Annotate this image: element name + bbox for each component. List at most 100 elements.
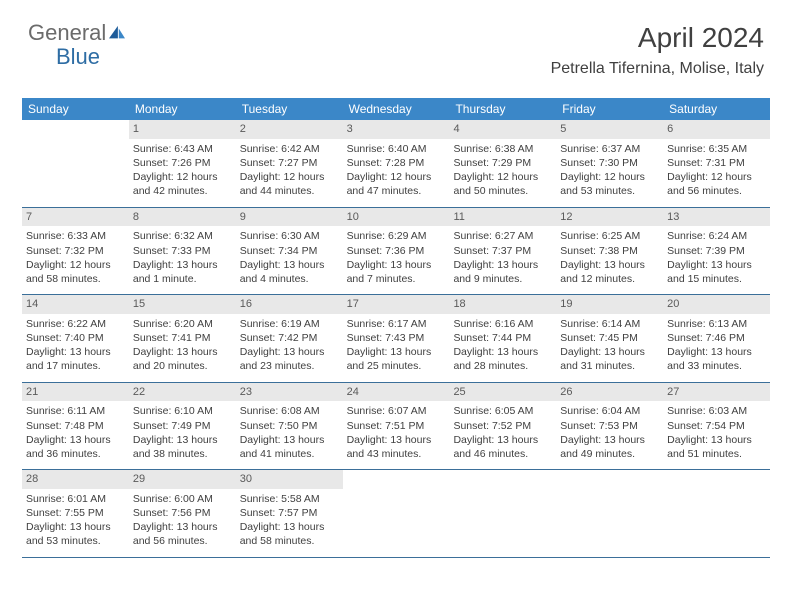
sunset-text: Sunset: 7:54 PM — [667, 419, 766, 433]
week-row: 14Sunrise: 6:22 AMSunset: 7:40 PMDayligh… — [22, 295, 770, 383]
day-number: 28 — [22, 470, 129, 489]
sunrise-text: Sunrise: 6:25 AM — [560, 229, 659, 243]
daylight-text: Daylight: 12 hours and 47 minutes. — [347, 170, 446, 198]
sunrise-text: Sunrise: 5:58 AM — [240, 492, 339, 506]
sunset-text: Sunset: 7:56 PM — [133, 506, 232, 520]
week-row: 28 Sunrise: 6:01 AMSunset: 7:55 PMDayligh… — [22, 470, 770, 558]
weekday-header: Sunday — [22, 98, 129, 120]
sunset-text: Sunset: 7:40 PM — [26, 331, 125, 345]
week-row: 21Sunrise: 6:11 AMSunset: 7:48 PMDayligh… — [22, 383, 770, 471]
sunrise-text: Sunrise: 6:27 AM — [453, 229, 552, 243]
daylight-text: Daylight: 13 hours and 36 minutes. — [26, 433, 125, 461]
day-number: 6 — [663, 120, 770, 139]
week-row: 7Sunrise: 6:33 AMSunset: 7:32 PMDaylight… — [22, 208, 770, 296]
day-number: 11 — [449, 208, 556, 227]
sunrise-text: Sunrise: 6:30 AM — [240, 229, 339, 243]
sunrise-text: Sunrise: 6:24 AM — [667, 229, 766, 243]
day-cell: 18Sunrise: 6:16 AMSunset: 7:44 PMDayligh… — [449, 295, 556, 382]
day-cell: 29Sunrise: 6:00 AMSunset: 7:56 PMDayligh… — [129, 470, 236, 557]
day-cell: 15Sunrise: 6:20 AMSunset: 7:41 PMDayligh… — [129, 295, 236, 382]
sunset-text: Sunset: 7:28 PM — [347, 156, 446, 170]
day-cell: 9Sunrise: 6:30 AMSunset: 7:34 PMDaylight… — [236, 208, 343, 295]
weekday-header: Wednesday — [343, 98, 450, 120]
sunrise-text: Sunrise: 6:29 AM — [347, 229, 446, 243]
weekday-header: Tuesday — [236, 98, 343, 120]
day-number: 17 — [343, 295, 450, 314]
daylight-text: Daylight: 13 hours and 33 minutes. — [667, 345, 766, 373]
sunset-text: Sunset: 7:29 PM — [453, 156, 552, 170]
day-number: 30 — [236, 470, 343, 489]
sunset-text: Sunset: 7:50 PM — [240, 419, 339, 433]
daylight-text: Daylight: 13 hours and 7 minutes. — [347, 258, 446, 286]
day-cell: 10Sunrise: 6:29 AMSunset: 7:36 PMDayligh… — [343, 208, 450, 295]
sunset-text: Sunset: 7:32 PM — [26, 244, 125, 258]
weeks-container: 1Sunrise: 6:43 AMSunset: 7:26 PMDaylight… — [22, 120, 770, 558]
daylight-text: Daylight: 13 hours and 51 minutes. — [667, 433, 766, 461]
daylight-text: Daylight: 13 hours and 38 minutes. — [133, 433, 232, 461]
day-cell: 5Sunrise: 6:37 AMSunset: 7:30 PMDaylight… — [556, 120, 663, 207]
logo-sail-icon — [108, 25, 126, 41]
sunrise-text: Sunrise: 6:22 AM — [26, 317, 125, 331]
day-number: 27 — [663, 383, 770, 402]
daylight-text: Daylight: 13 hours and 28 minutes. — [453, 345, 552, 373]
day-number: 7 — [22, 208, 129, 227]
day-cell: 28 Sunrise: 6:01 AMSunset: 7:55 PMDayligh… — [22, 470, 129, 557]
weekday-header: Saturday — [663, 98, 770, 120]
day-cell: 16Sunrise: 6:19 AMSunset: 7:42 PMDayligh… — [236, 295, 343, 382]
sunrise-text: Sunrise: 6:11 AM — [26, 404, 125, 418]
day-cell: 14Sunrise: 6:22 AMSunset: 7:40 PMDayligh… — [22, 295, 129, 382]
day-cell: 22Sunrise: 6:10 AMSunset: 7:49 PMDayligh… — [129, 383, 236, 470]
daylight-text: Daylight: 13 hours and 43 minutes. — [347, 433, 446, 461]
sunset-text: Sunset: 7:36 PM — [347, 244, 446, 258]
day-cell: 25Sunrise: 6:05 AMSunset: 7:52 PMDayligh… — [449, 383, 556, 470]
logo-text-blue: Blue — [56, 44, 100, 70]
day-cell: 23Sunrise: 6:08 AMSunset: 7:50 PMDayligh… — [236, 383, 343, 470]
day-cell — [663, 470, 770, 557]
day-cell: 17Sunrise: 6:17 AMSunset: 7:43 PMDayligh… — [343, 295, 450, 382]
sunrise-text: Sunrise: 6:14 AM — [560, 317, 659, 331]
weekday-header: Thursday — [449, 98, 556, 120]
day-number: 24 — [343, 383, 450, 402]
sunset-text: Sunset: 7:26 PM — [133, 156, 232, 170]
sunrise-text: Sunrise: 6:33 AM — [26, 229, 125, 243]
day-cell: 11Sunrise: 6:27 AMSunset: 7:37 PMDayligh… — [449, 208, 556, 295]
sunset-text: Sunset: 7:34 PM — [240, 244, 339, 258]
day-cell: 13Sunrise: 6:24 AMSunset: 7:39 PMDayligh… — [663, 208, 770, 295]
sunset-text: Sunset: 7:37 PM — [453, 244, 552, 258]
day-number: 3 — [343, 120, 450, 139]
daylight-text: Daylight: 13 hours and 23 minutes. — [240, 345, 339, 373]
sunrise-text: Sunrise: 6:01 AM — [26, 492, 125, 506]
sunrise-text: Sunrise: 6:16 AM — [453, 317, 552, 331]
day-cell: 24Sunrise: 6:07 AMSunset: 7:51 PMDayligh… — [343, 383, 450, 470]
daylight-text: Daylight: 12 hours and 50 minutes. — [453, 170, 552, 198]
daylight-text: Daylight: 12 hours and 58 minutes. — [26, 258, 125, 286]
day-cell — [22, 120, 129, 207]
day-number: 29 — [129, 470, 236, 489]
day-number: 22 — [129, 383, 236, 402]
calendar-title: April 2024 — [638, 22, 764, 54]
sunrise-text: Sunrise: 6:07 AM — [347, 404, 446, 418]
sunset-text: Sunset: 7:27 PM — [240, 156, 339, 170]
daylight-text: Daylight: 13 hours and 25 minutes. — [347, 345, 446, 373]
day-cell: 19Sunrise: 6:14 AMSunset: 7:45 PMDayligh… — [556, 295, 663, 382]
sunset-text: Sunset: 7:43 PM — [347, 331, 446, 345]
day-number: 5 — [556, 120, 663, 139]
calendar-grid: Sunday Monday Tuesday Wednesday Thursday… — [22, 98, 770, 558]
day-cell: 3Sunrise: 6:40 AMSunset: 7:28 PMDaylight… — [343, 120, 450, 207]
sunset-text: Sunset: 7:33 PM — [133, 244, 232, 258]
day-cell: 2Sunrise: 6:42 AMSunset: 7:27 PMDaylight… — [236, 120, 343, 207]
sunset-text: Sunset: 7:57 PM — [240, 506, 339, 520]
week-row: 1Sunrise: 6:43 AMSunset: 7:26 PMDaylight… — [22, 120, 770, 208]
sunset-text: Sunset: 7:46 PM — [667, 331, 766, 345]
day-cell: 21Sunrise: 6:11 AMSunset: 7:48 PMDayligh… — [22, 383, 129, 470]
sunset-text: Sunset: 7:55 PM — [26, 506, 125, 520]
sunset-text: Sunset: 7:44 PM — [453, 331, 552, 345]
day-number: 2 — [236, 120, 343, 139]
sunrise-text: Sunrise: 6:37 AM — [560, 142, 659, 156]
day-cell: 30Sunrise: 5:58 AMSunset: 7:57 PMDayligh… — [236, 470, 343, 557]
day-number: 1 — [129, 120, 236, 139]
sunrise-text: Sunrise: 6:05 AM — [453, 404, 552, 418]
sunrise-text: Sunrise: 6:04 AM — [560, 404, 659, 418]
daylight-text: Daylight: 13 hours and 53 minutes. — [26, 520, 125, 548]
day-cell: 6Sunrise: 6:35 AMSunset: 7:31 PMDaylight… — [663, 120, 770, 207]
